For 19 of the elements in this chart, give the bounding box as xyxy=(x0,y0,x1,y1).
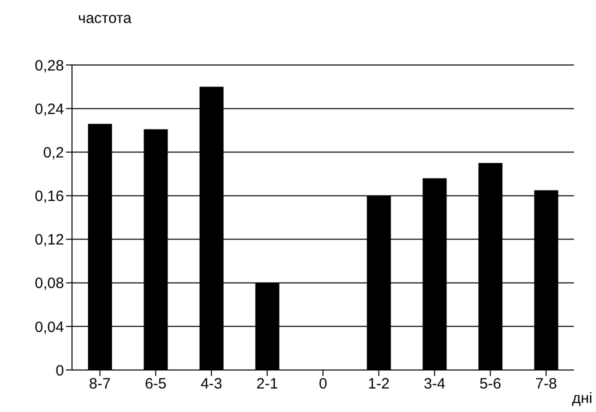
x-tick-label: 5-6 xyxy=(479,376,502,393)
y-tick-label: 0,08 xyxy=(34,275,64,292)
x-tick-label: 0 xyxy=(318,376,328,393)
x-tick-label: 6-5 xyxy=(144,376,167,393)
y-tick-label: 0,2 xyxy=(43,144,64,162)
x-tick-label: 2-1 xyxy=(256,376,278,393)
y-tick-label: 0,12 xyxy=(34,232,64,249)
y-axis-title: частота xyxy=(78,10,132,27)
y-tick-label: 0 xyxy=(56,362,64,380)
y-tick-label: 0,24 xyxy=(34,100,64,118)
y-tick-label: 0,04 xyxy=(34,318,64,336)
x-tick-label: 7-8 xyxy=(535,376,557,393)
x-tick-label: 3-4 xyxy=(424,376,446,393)
x-axis-title: дні xyxy=(572,390,592,407)
x-tick-label: 1-2 xyxy=(368,376,390,393)
x-tick-label: 8-7 xyxy=(89,376,111,393)
y-tick-label: 0,28 xyxy=(34,57,64,74)
x-tick-label: 4-3 xyxy=(200,376,222,393)
y-tick-label: 0,16 xyxy=(34,188,64,206)
